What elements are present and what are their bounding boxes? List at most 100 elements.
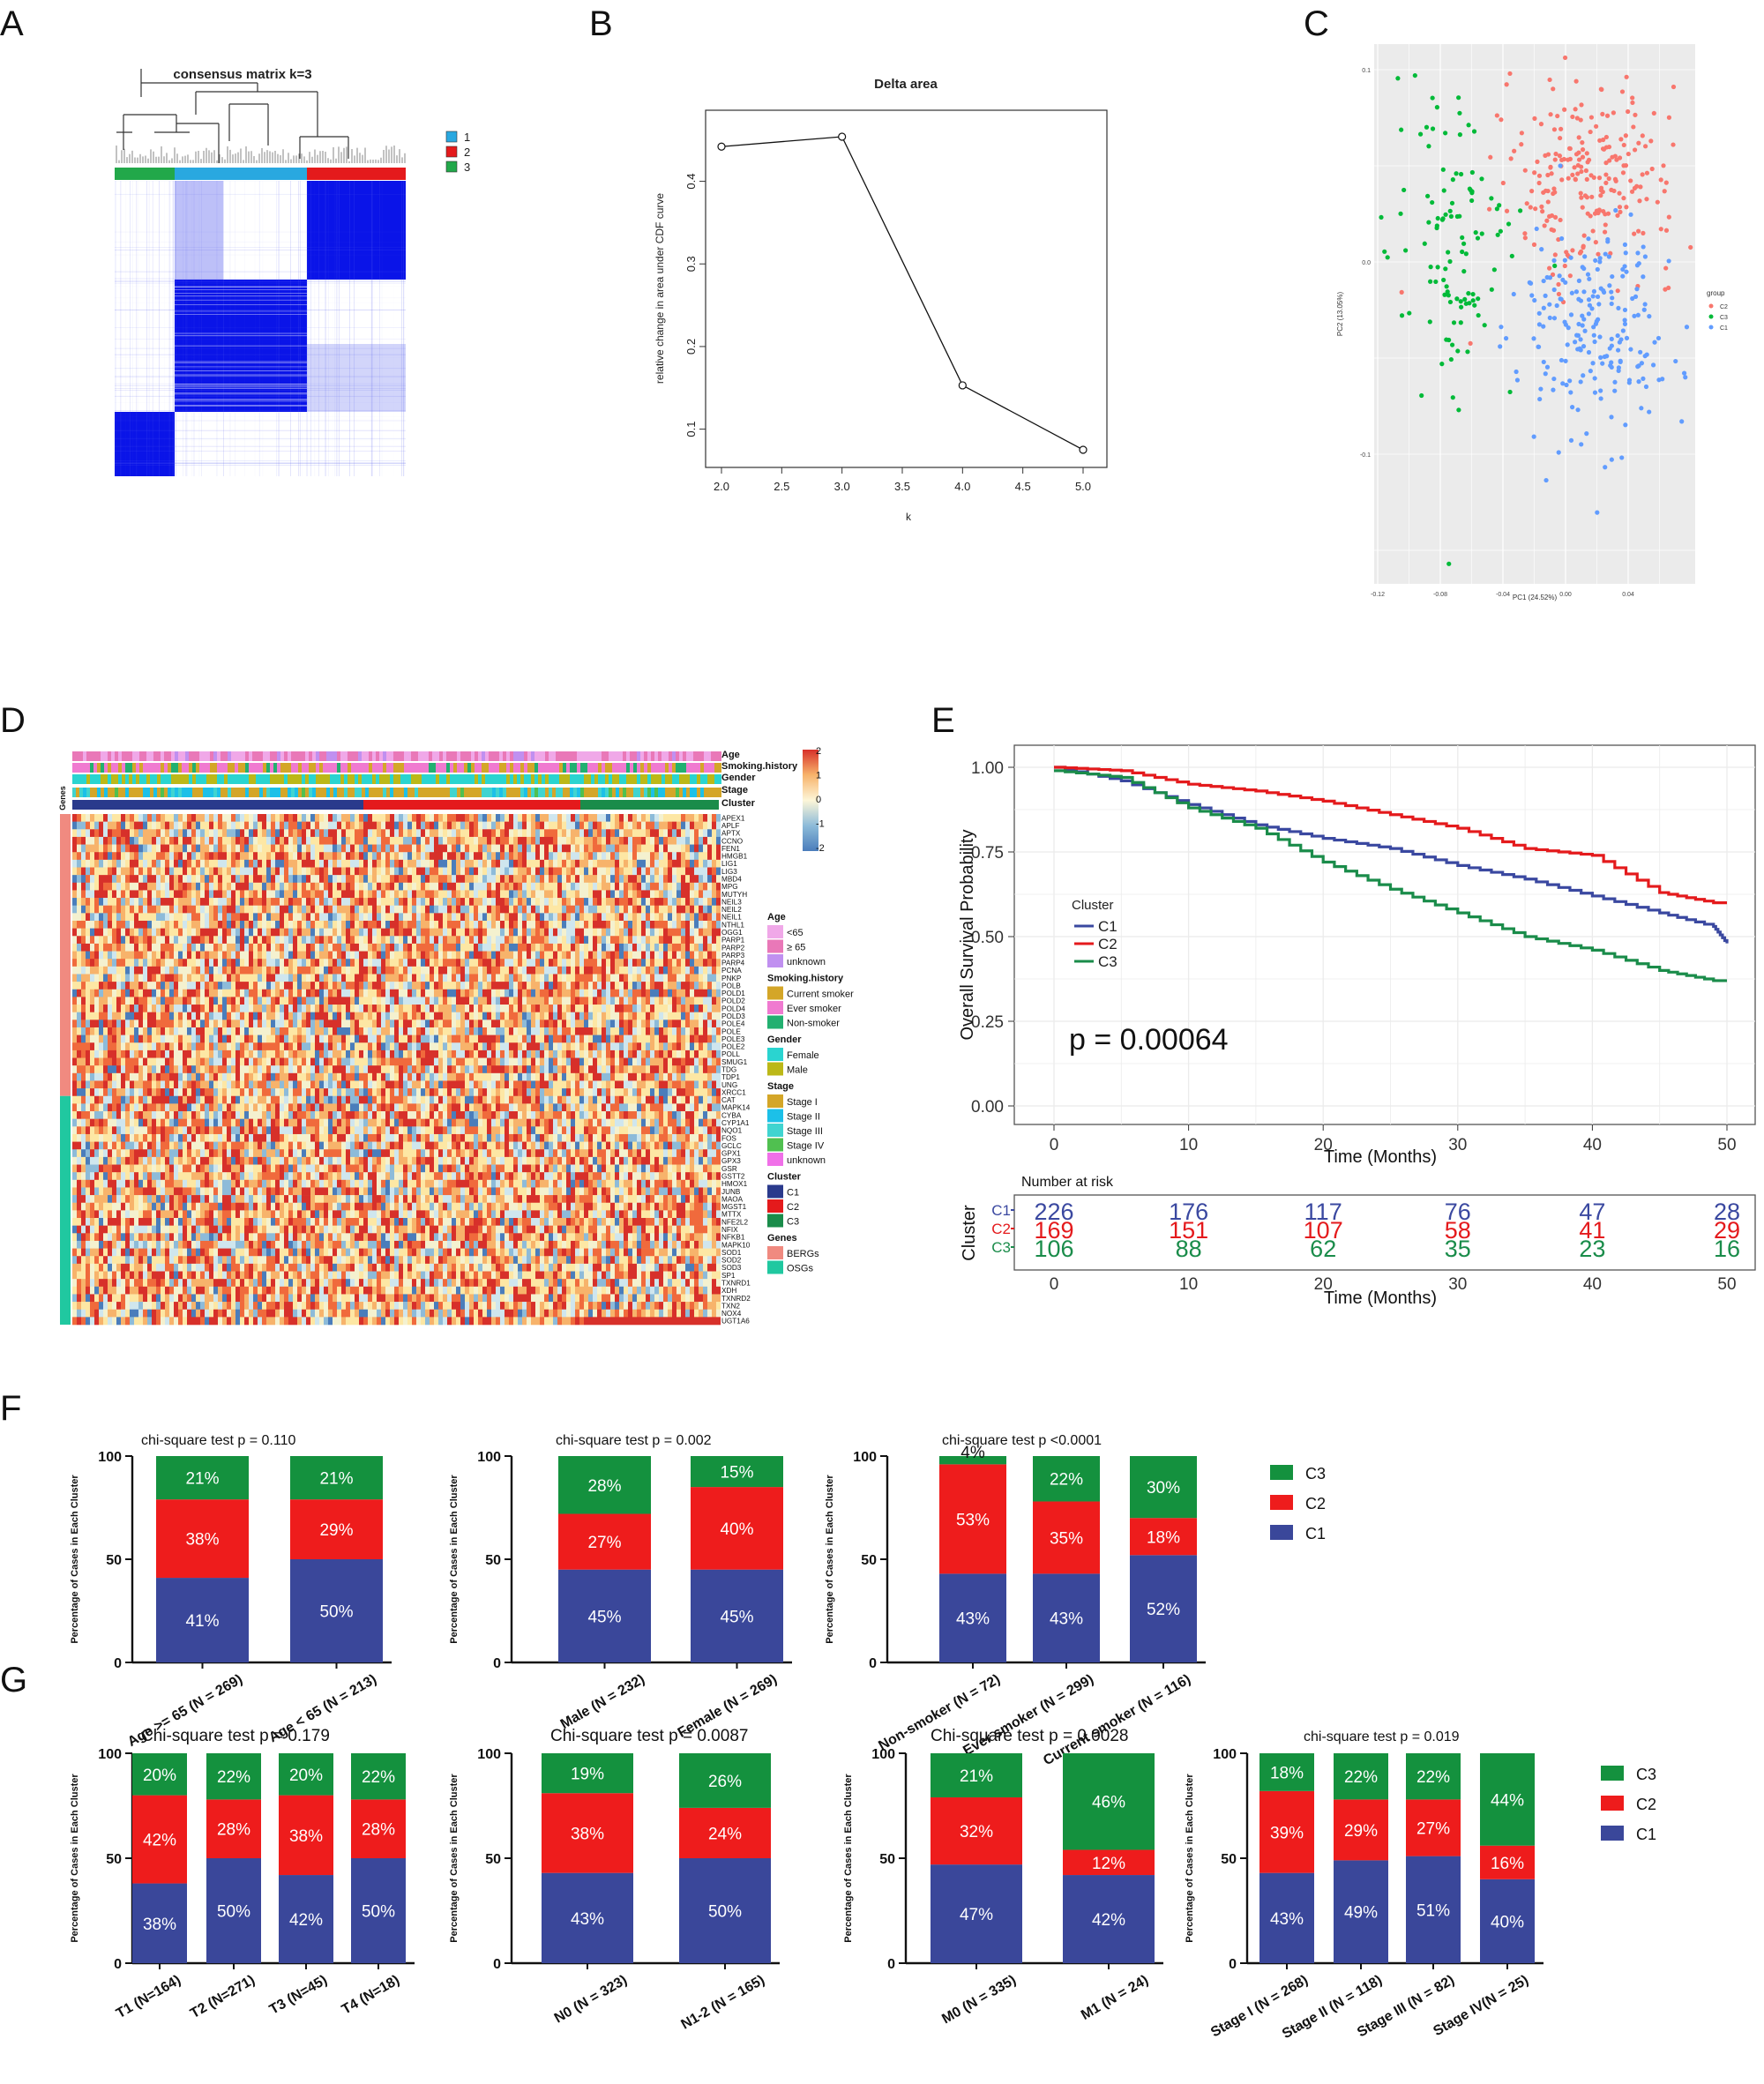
annotation-cell <box>587 774 591 784</box>
heatmap-cell <box>676 936 681 945</box>
heatmap-cell <box>143 867 147 876</box>
heatmap-cell <box>703 951 707 960</box>
heatmap-cell <box>324 982 328 990</box>
heatmap-cell <box>258 936 262 945</box>
heatmap-cell <box>518 974 522 982</box>
panel-c-point-c3 <box>1489 196 1494 201</box>
heatmap-cell <box>407 890 412 899</box>
heatmap-cell <box>707 882 712 891</box>
heatmap-cell <box>654 852 659 861</box>
heatmap-cell <box>478 875 482 884</box>
panel-c-point-c2 <box>1688 244 1693 250</box>
annotation-cell <box>460 774 464 784</box>
annotation-cell <box>492 763 496 773</box>
panel-c-point-c2 <box>1519 142 1524 147</box>
heatmap-cell <box>99 928 103 937</box>
heatmap-cell <box>707 852 712 861</box>
heatmap-cell <box>579 875 584 884</box>
heatmap-cell <box>571 844 575 853</box>
heatmap-cell <box>412 974 416 982</box>
panel-c-point-c1 <box>1541 359 1546 365</box>
heatmap-cell <box>227 821 231 830</box>
heatmap-cell <box>143 928 147 937</box>
heatmap-cell <box>593 852 597 861</box>
annotation-cell <box>108 774 111 784</box>
heatmap-cell <box>518 859 522 868</box>
heatmap-cell <box>403 974 407 982</box>
heatmap-cell <box>509 867 513 876</box>
heatmap-cell <box>456 852 460 861</box>
heatmap-cell <box>425 890 430 899</box>
heatmap-cell <box>368 959 372 967</box>
heatmap-cell <box>421 936 425 945</box>
heatmap-cell <box>562 920 566 929</box>
panel-d-heatmap-cells <box>72 814 721 1326</box>
heatmap-cell <box>478 867 482 876</box>
heatmap-cell <box>121 859 125 868</box>
heatmap-cell <box>496 966 500 975</box>
heatmap-cell <box>575 928 579 937</box>
heatmap-cell <box>205 928 209 937</box>
heatmap-cell <box>535 852 540 861</box>
heatmap-cell <box>447 951 452 960</box>
heatmap-cell <box>505 882 509 891</box>
heatmap-cell <box>425 875 430 884</box>
heatmap-cell <box>310 974 315 982</box>
heatmap-cell <box>575 829 579 838</box>
heatmap-cell <box>672 821 676 830</box>
heatmap-cell <box>518 821 522 830</box>
heatmap-cell <box>474 882 478 891</box>
heatmap-cell <box>399 821 403 830</box>
heatmap-cell <box>513 821 518 830</box>
heatmap-cell <box>535 913 540 922</box>
heatmap-cell <box>191 913 196 922</box>
heatmap-cell <box>663 829 668 838</box>
heatmap-cell <box>222 974 227 982</box>
annotation-cell <box>280 763 284 773</box>
heatmap-cell <box>271 890 275 899</box>
annotation-cell <box>319 788 323 797</box>
heatmap-cell <box>509 814 513 822</box>
panel-c-point-c3 <box>1458 299 1463 304</box>
heatmap-cell <box>324 913 328 922</box>
heatmap-cell <box>134 836 138 845</box>
heatmap-cell <box>262 844 266 853</box>
annotation-cell <box>224 751 228 761</box>
heatmap-cell <box>447 898 452 907</box>
panel-c-point-c2 <box>1532 116 1537 121</box>
heatmap-cell <box>328 836 333 845</box>
heatmap-cell <box>571 882 575 891</box>
heatmap-cell <box>641 959 646 967</box>
heatmap-cell <box>90 943 94 952</box>
heatmap-cell <box>183 951 187 960</box>
annotation-cell <box>432 774 436 784</box>
heatmap-cell <box>500 920 505 929</box>
heatmap-cell <box>138 836 143 845</box>
heatmap-cell <box>174 898 178 907</box>
annotation-cell <box>93 763 97 773</box>
heatmap-cell <box>377 982 381 990</box>
panel-c-point-c3 <box>1456 95 1461 101</box>
heatmap-cell <box>496 836 500 845</box>
heatmap-cell <box>178 852 183 861</box>
heatmap-cell <box>258 821 262 830</box>
annotation-cell <box>312 751 316 761</box>
heatmap-cell <box>407 829 412 838</box>
annotation-cell <box>429 751 432 761</box>
heatmap-cell <box>668 814 672 822</box>
annotation-cell <box>146 763 150 773</box>
heatmap-cell <box>240 913 244 922</box>
annotation-cell <box>697 763 700 773</box>
annotation-cell <box>415 763 418 773</box>
heatmap-cell <box>108 829 112 838</box>
heatmap-cell <box>474 814 478 822</box>
heatmap-cell <box>99 905 103 914</box>
annotation-cell <box>475 751 478 761</box>
heatmap-cell <box>81 943 86 952</box>
annotation-cell <box>386 763 390 773</box>
heatmap-cell <box>161 966 165 975</box>
heatmap-cell <box>86 936 90 945</box>
annotation-cell <box>348 751 351 761</box>
heatmap-cell <box>403 951 407 960</box>
